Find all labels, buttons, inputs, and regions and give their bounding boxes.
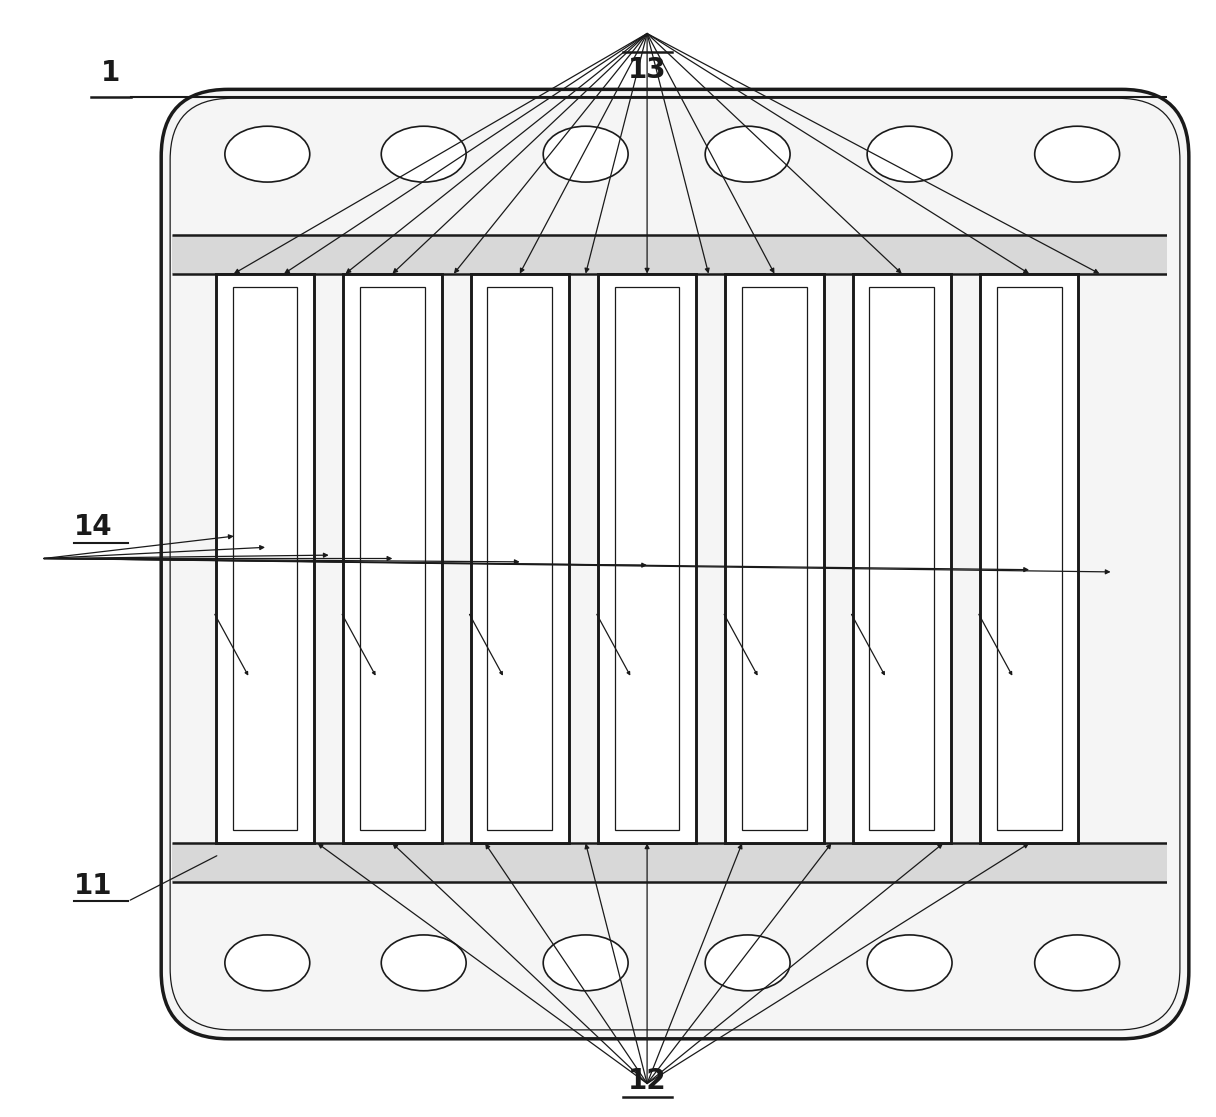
Ellipse shape — [867, 126, 952, 182]
Ellipse shape — [705, 935, 790, 991]
Bar — [488, 287, 552, 830]
Ellipse shape — [705, 126, 790, 182]
Ellipse shape — [1035, 126, 1120, 182]
Ellipse shape — [382, 126, 466, 182]
Bar — [471, 274, 569, 843]
Text: 11: 11 — [74, 871, 113, 900]
Text: 12: 12 — [627, 1067, 666, 1095]
Bar — [216, 274, 314, 843]
Ellipse shape — [867, 935, 952, 991]
Bar — [598, 274, 697, 843]
Bar — [997, 287, 1062, 830]
Bar — [360, 287, 424, 830]
Ellipse shape — [225, 126, 310, 182]
Bar — [173, 843, 1177, 882]
FancyBboxPatch shape — [162, 89, 1189, 1039]
Bar — [343, 274, 441, 843]
Bar — [173, 235, 1177, 274]
Text: 1: 1 — [101, 58, 120, 87]
Bar — [742, 287, 807, 830]
Bar — [725, 274, 823, 843]
Text: 14: 14 — [74, 513, 113, 542]
Text: 13: 13 — [627, 56, 666, 84]
Bar — [232, 287, 298, 830]
Bar — [869, 287, 934, 830]
Ellipse shape — [1035, 935, 1120, 991]
Ellipse shape — [382, 935, 466, 991]
Ellipse shape — [544, 126, 629, 182]
Bar — [852, 274, 951, 843]
Ellipse shape — [544, 935, 629, 991]
Ellipse shape — [225, 935, 310, 991]
Bar — [980, 274, 1079, 843]
Bar — [615, 287, 680, 830]
